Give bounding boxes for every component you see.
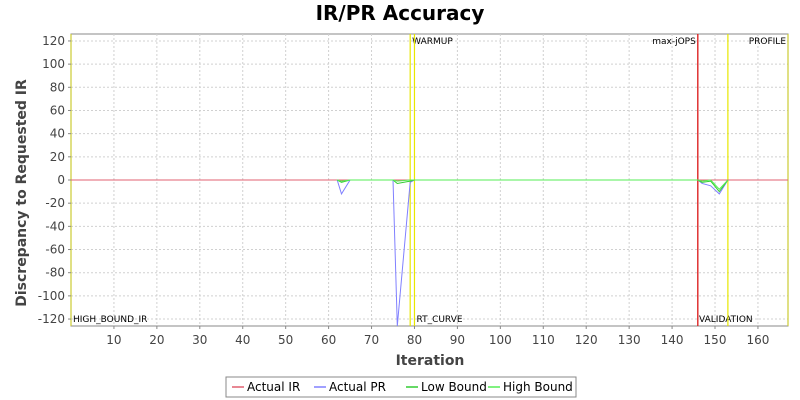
marker-label: VALIDATION [699,315,753,325]
x-tick-label: 40 [235,333,250,347]
x-tick-label: 100 [489,333,512,347]
legend-box [225,376,577,398]
x-tick-label: 150 [704,333,727,347]
x-tick-label: 120 [575,333,598,347]
x-tick-label: 90 [450,333,465,347]
legend-label: Actual PR [329,380,386,394]
x-tick-label: 60 [321,333,336,347]
y-tick-label: 20 [50,150,65,164]
legend: Actual IR Actual PR Low Bound High Bound [225,376,577,398]
y-tick-label: -60 [45,243,65,257]
y-tick-label: 80 [50,80,65,94]
legend-label: Actual IR [247,380,300,394]
series-lines [71,179,788,327]
y-tick-label: 0 [57,173,65,187]
marker-label: HIGH_BOUND_IR [73,315,147,325]
x-axis-label: Iteration [396,353,465,369]
y-tick-label: -100 [38,289,65,303]
y-tick-label: -120 [38,312,65,326]
x-tick-label: 10 [106,333,121,347]
x-tick-label: 80 [407,333,422,347]
legend-label: High Bound [503,380,573,394]
markers: HIGH_BOUND_IR WARMUP RT_CURVE max-jOPS VALID… [70,34,789,326]
x-tick-label: 50 [278,333,293,347]
y-tick-label: 100 [42,57,65,71]
x-tick-label: 30 [192,333,207,347]
chart-title: IR/PR Accuracy [316,1,485,25]
series-line-3 [337,179,729,191]
x-tick-label: 140 [661,333,684,347]
legend-label: Low Bound [421,380,487,394]
y-tick-label: -40 [45,219,65,233]
y-axis-label: Discrepancy to Requested IR [14,79,30,307]
y-tick-label: 60 [50,103,65,117]
x-tick-label: 110 [532,333,555,347]
x-tick-label: 130 [618,333,641,347]
y-tick-label: -80 [45,266,65,280]
x-tick-label: 70 [364,333,379,347]
series-line-1 [336,179,729,327]
x-ticks: 10 20 30 40 50 60 70 80 90 100 110 120 130 140 150 160 [106,326,769,347]
y-tick-label: 40 [50,127,65,141]
marker-label: max-jOPS [652,37,696,47]
y-tick-label: -20 [45,196,65,210]
y-ticks: 120 100 80 60 40 20 0 -20 -40 -60 -80 -100 -120 [38,34,71,326]
marker-label: PROFILE [749,37,787,47]
x-tick-label: 20 [149,333,164,347]
x-tick-label: 160 [746,333,769,347]
y-tick-label: 120 [42,34,65,48]
marker-label: WARMUP [412,37,453,47]
marker-label: RT_CURVE [416,315,462,325]
